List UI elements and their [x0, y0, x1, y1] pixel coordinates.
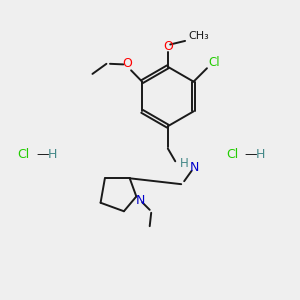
Text: —: — — [244, 148, 257, 161]
Text: Cl: Cl — [18, 148, 30, 161]
Text: H: H — [47, 148, 57, 161]
Text: —: — — [37, 148, 49, 161]
Text: Cl: Cl — [226, 148, 238, 161]
Text: H: H — [180, 157, 189, 170]
Text: N: N — [136, 194, 146, 207]
Text: O: O — [122, 57, 132, 70]
Text: H: H — [256, 148, 265, 161]
Text: CH₃: CH₃ — [189, 31, 209, 41]
Text: N: N — [190, 161, 199, 174]
Text: O: O — [163, 40, 173, 53]
Text: Cl: Cl — [208, 56, 220, 69]
